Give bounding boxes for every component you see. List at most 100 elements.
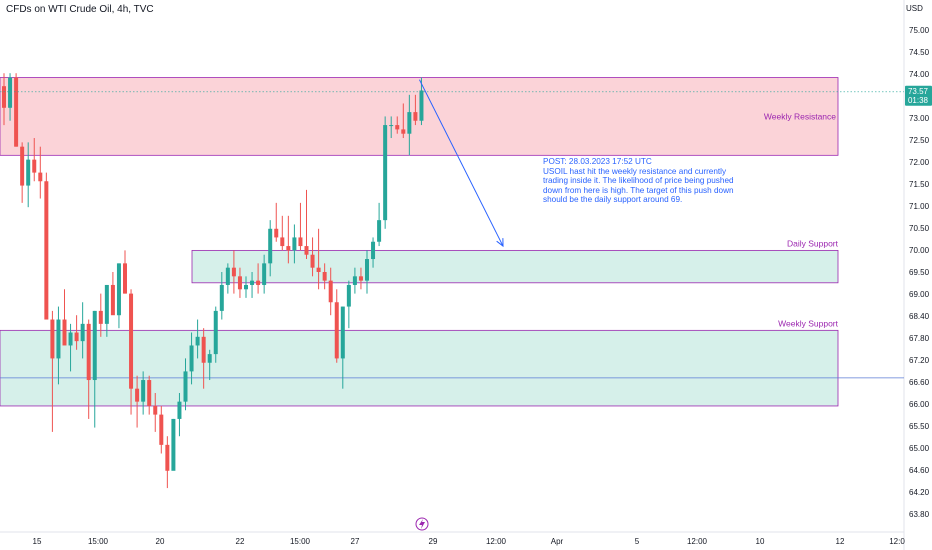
- x-tick-label: 29: [429, 537, 438, 546]
- candle-body: [274, 228, 279, 238]
- y-tick-label: 74.50: [909, 48, 930, 57]
- zone-box: [191, 249, 839, 284]
- annotation-line: POST: 28.03.2023 17:52 UTC: [543, 157, 652, 166]
- candle-body: [389, 125, 394, 127]
- annotation-line: should be the daily support around 69.: [543, 195, 683, 205]
- candle-body: [177, 401, 182, 419]
- candle-body: [407, 112, 412, 134]
- candle-body: [219, 284, 224, 311]
- y-tick-label: 70.50: [909, 224, 930, 233]
- y-tick-label: 72.50: [909, 136, 930, 145]
- candle-body: [225, 267, 230, 285]
- candle-body: [346, 284, 351, 307]
- candle-body: [183, 371, 188, 402]
- candle-body: [358, 276, 363, 281]
- candle-body: [310, 254, 315, 268]
- candle-body: [92, 310, 97, 381]
- candle-body: [86, 323, 91, 381]
- y-tick-label: 65.00: [909, 444, 930, 453]
- x-tick-label: 12: [836, 537, 845, 546]
- candle-body: [195, 336, 200, 346]
- projection-arrow-line: [419, 79, 504, 247]
- candle-body: [244, 284, 248, 290]
- candle-body: [68, 332, 73, 346]
- candle-body: [189, 345, 194, 372]
- candle-body: [304, 246, 309, 255]
- candle-body: [401, 129, 406, 134]
- y-tick-label: 66.00: [909, 400, 930, 409]
- candle-body: [383, 125, 388, 221]
- candle-body: [395, 125, 400, 130]
- candle-body: [262, 263, 267, 285]
- x-tick-label: 15: [33, 537, 42, 546]
- candle-body: [280, 237, 285, 247]
- candle-body: [322, 272, 327, 281]
- y-tick-label: 66.60: [909, 378, 930, 387]
- candle-body: [231, 267, 236, 277]
- candle-body: [159, 414, 164, 445]
- candle-body: [135, 388, 140, 402]
- candle-body: [268, 228, 273, 264]
- zone-label: Weekly Support: [778, 318, 838, 328]
- candle-body: [26, 159, 31, 186]
- y-tick-label: 64.20: [909, 488, 930, 497]
- x-tick-label: 15:00: [88, 537, 109, 546]
- y-tick-label: 70.00: [909, 246, 930, 255]
- candle-body: [147, 380, 152, 406]
- zone-label: Weekly Resistance: [764, 111, 836, 121]
- annotation-line: USOIL hast hit the weekly resistance and…: [543, 166, 727, 176]
- candle-body: [80, 323, 85, 342]
- y-tick-label: 63.80: [909, 510, 930, 519]
- candle-body: [371, 241, 376, 260]
- candle-body: [2, 86, 6, 108]
- annotation-line: down from here is high. The target of th…: [543, 185, 734, 195]
- candle-body: [340, 306, 345, 359]
- x-tick-label: 12:00: [486, 537, 507, 546]
- zone-box: [0, 77, 839, 156]
- candle-body: [56, 319, 61, 359]
- candle-body: [298, 237, 303, 247]
- candle-body: [328, 280, 333, 303]
- last-price-badge: [905, 85, 932, 106]
- analysis-annotation: POST: 28.03.2023 17:52 UTC USOIL hast hit…: [543, 157, 768, 205]
- x-tick-label: 12:0: [889, 537, 905, 546]
- y-tick-label: 69.50: [909, 268, 930, 277]
- y-tick-label: 65.50: [909, 422, 930, 431]
- x-tick-label: 10: [756, 537, 765, 546]
- x-tick-label: 5: [635, 537, 640, 546]
- candle-body: [123, 263, 127, 294]
- candle-body: [171, 418, 176, 471]
- y-tick-label: 67.20: [909, 356, 930, 365]
- y-tick-label: 69.00: [909, 290, 930, 299]
- candle-body: [129, 293, 134, 389]
- candle-body: [20, 146, 25, 186]
- candle-body: [116, 263, 121, 316]
- y-tick-label: 64.60: [909, 466, 930, 475]
- candle-body: [153, 405, 158, 415]
- y-tick-label: 68.40: [909, 312, 930, 321]
- annotation-line: trading inside it. The likelihood of pri…: [543, 176, 734, 186]
- candle-body: [98, 310, 103, 324]
- candle-body: [141, 380, 146, 402]
- y-tick-label: 71.50: [909, 180, 930, 189]
- candle-body: [8, 77, 13, 108]
- candle-body: [165, 444, 170, 471]
- candle-body: [207, 354, 212, 363]
- y-tick-label: 67.80: [909, 334, 930, 343]
- candle-body: [62, 319, 67, 346]
- y-tick-label: 71.00: [909, 202, 930, 211]
- chart-title: CFDs on WTI Crude Oil, 4h, TVC: [6, 4, 154, 15]
- candle-body: [250, 280, 255, 285]
- candle-body: [201, 336, 206, 363]
- candle-body: [38, 172, 43, 182]
- x-tick-label: Apr: [551, 537, 564, 546]
- candle-body: [50, 319, 55, 359]
- lightning-bolt-glyph: [419, 519, 425, 529]
- x-tick-label: 27: [351, 537, 360, 546]
- candle-body: [334, 302, 339, 359]
- candle-body: [419, 90, 424, 121]
- countdown-label: 01:38: [908, 96, 929, 105]
- zone-box: [0, 329, 839, 407]
